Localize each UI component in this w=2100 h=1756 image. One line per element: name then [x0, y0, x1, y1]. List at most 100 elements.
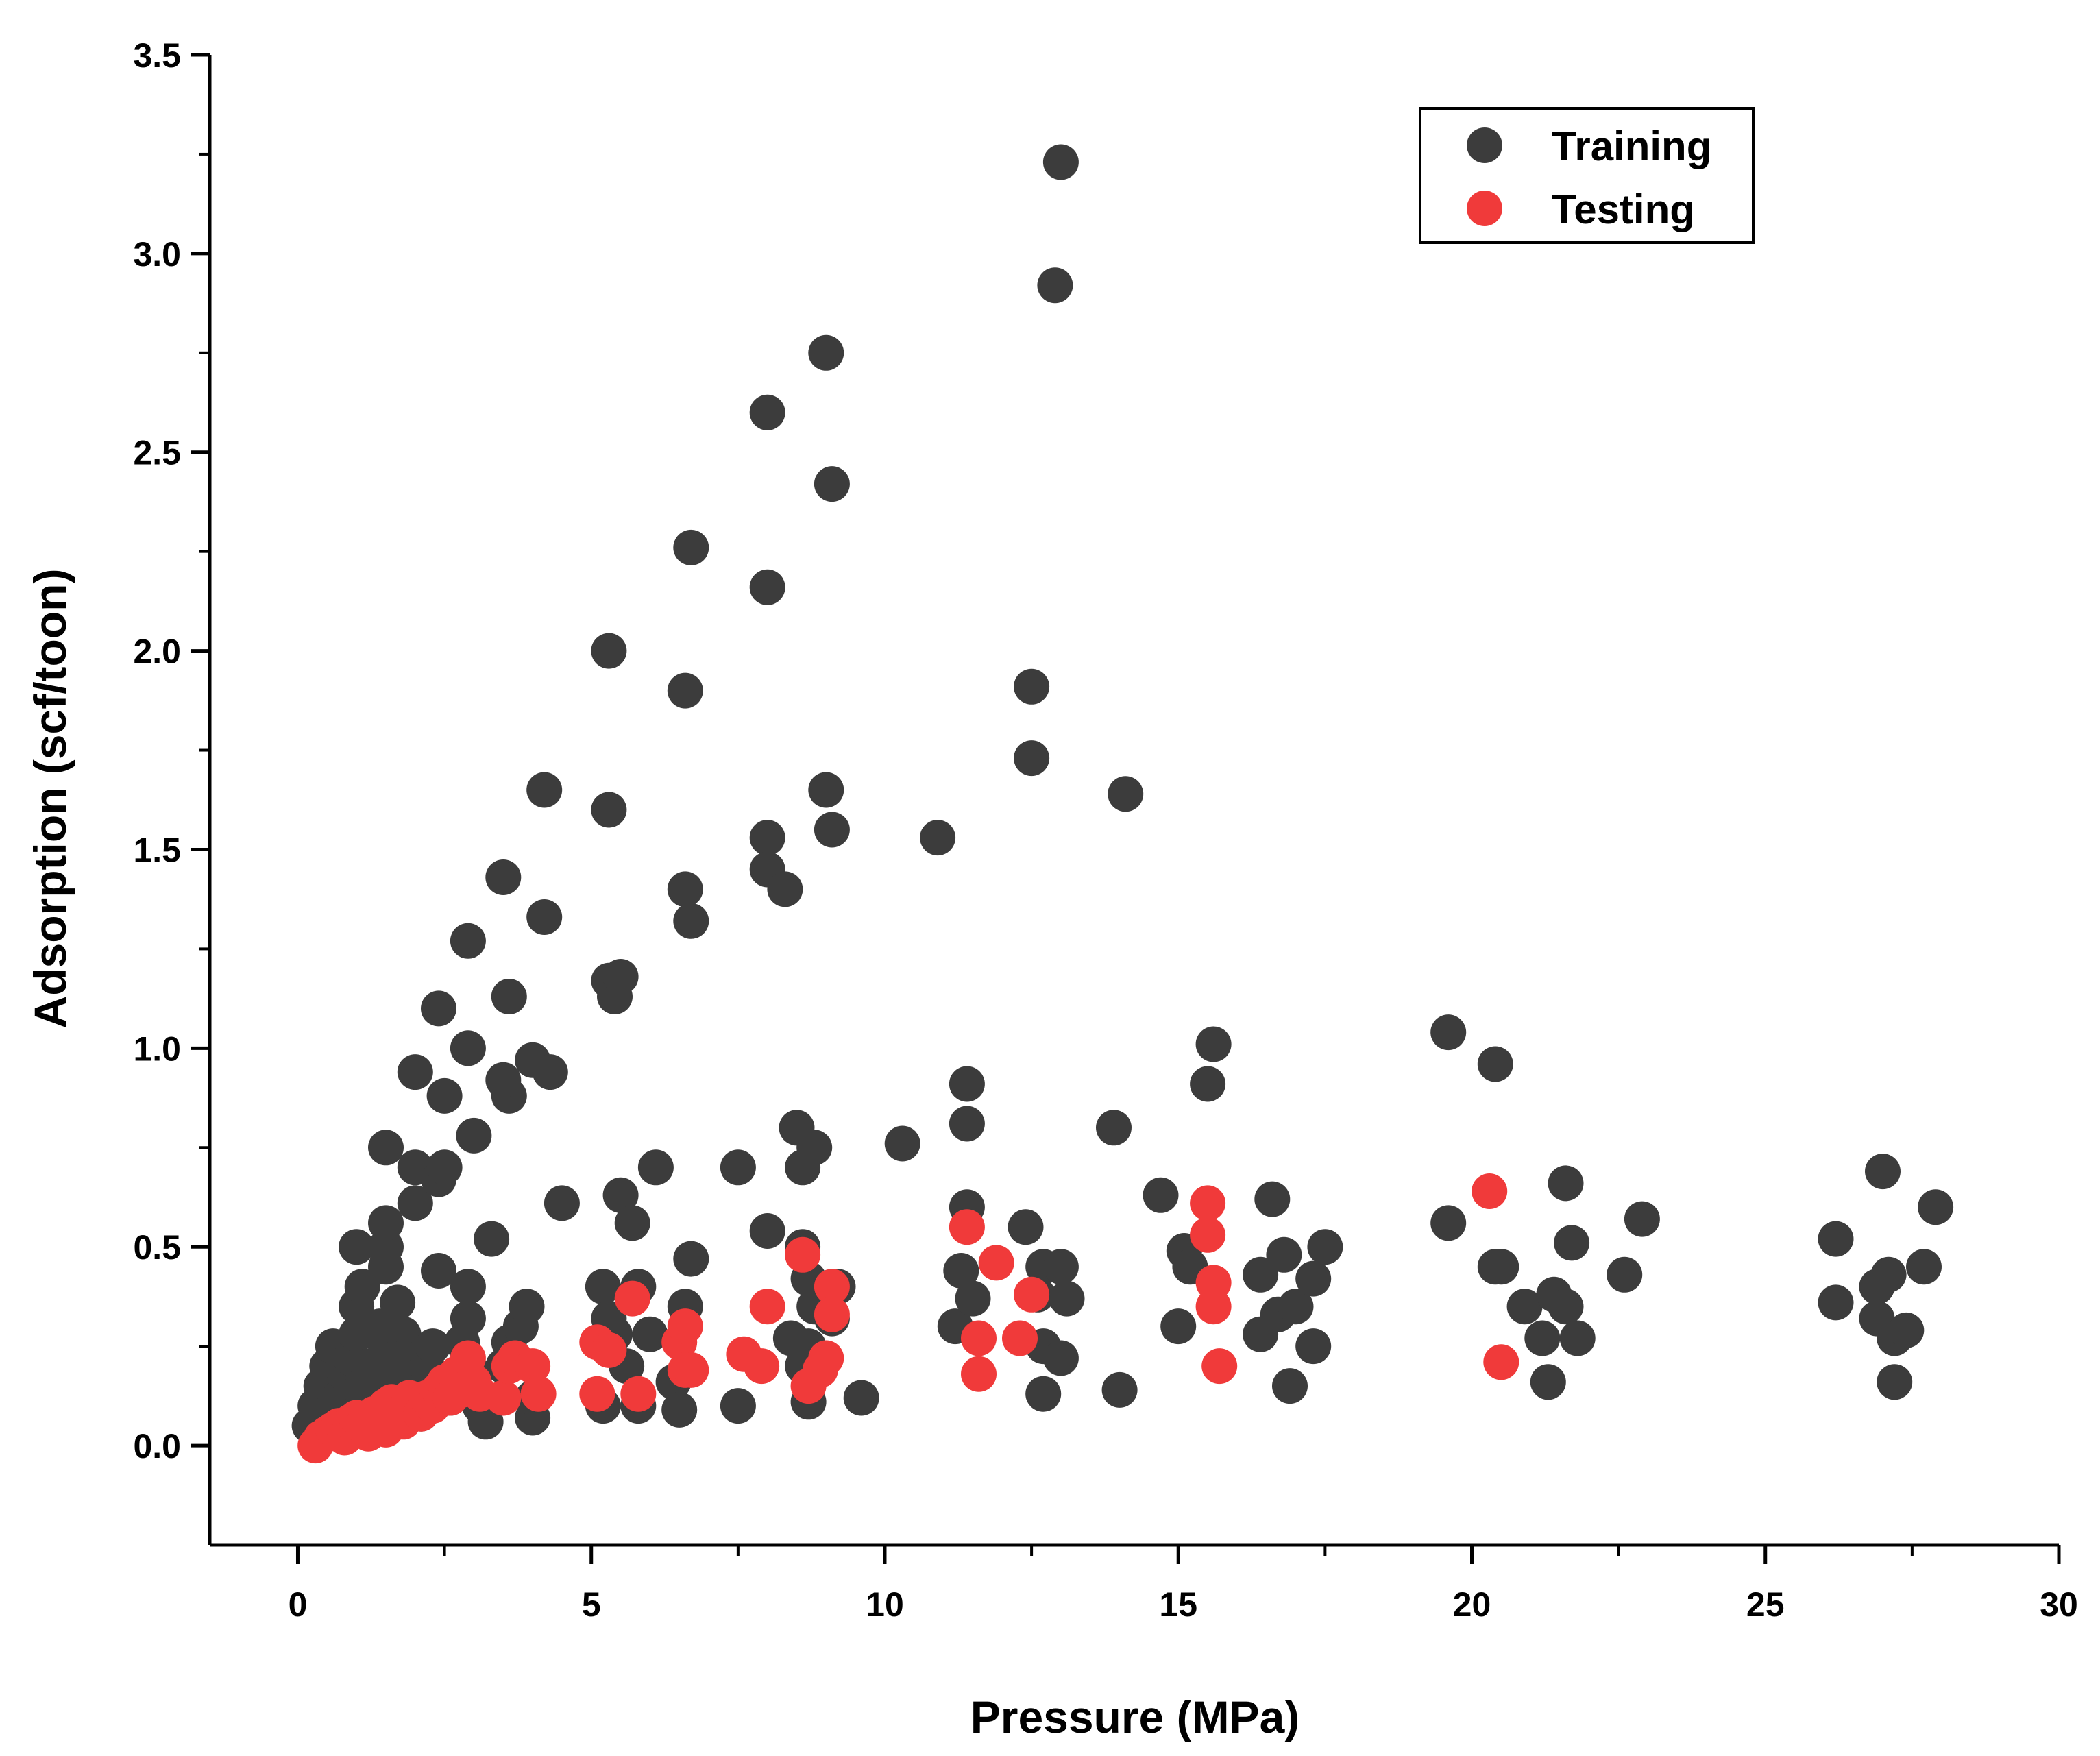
training-point [720, 1388, 756, 1424]
training-point [884, 1125, 920, 1162]
training-point [485, 859, 522, 895]
training-point [1554, 1225, 1590, 1261]
training-point [1307, 1229, 1343, 1265]
training-point [1607, 1256, 1643, 1293]
x-axis: 0 5 10 15 20 25 30 [210, 1543, 2078, 1624]
training-point [1042, 1340, 1079, 1376]
training-point [426, 1077, 463, 1114]
training-point [397, 1054, 433, 1090]
testing-point [1195, 1289, 1232, 1325]
training-point [450, 1269, 486, 1305]
training-point [673, 529, 709, 565]
y-tick-label: 1.5 [133, 831, 181, 869]
training-point [1025, 1376, 1062, 1412]
training-point [1143, 1177, 1179, 1213]
training-point [673, 1241, 709, 1277]
training-point [426, 1149, 463, 1186]
training-point [1049, 1280, 1085, 1317]
training-point [1096, 1110, 1132, 1146]
testing-point [814, 1296, 850, 1332]
training-point [526, 899, 563, 935]
training-point [421, 990, 456, 1027]
training-point [602, 959, 639, 995]
training-point [1818, 1221, 1854, 1257]
y-tick-label: 3.0 [133, 235, 181, 273]
training-point [949, 1106, 985, 1142]
y-tick-label: 0.0 [133, 1427, 181, 1465]
training-point [1870, 1256, 1907, 1293]
training-point [602, 1177, 639, 1213]
y-axis: 0.0 0.5 1.0 1.5 2.0 2.5 3.0 3.5 [133, 36, 212, 1545]
y-tick-label: 1.0 [133, 1029, 181, 1068]
training-point [749, 820, 785, 856]
testing-point [591, 1332, 627, 1368]
training-point [544, 1185, 580, 1221]
training-point [368, 1205, 404, 1241]
training-point [450, 1300, 486, 1337]
training-point [1430, 1014, 1467, 1051]
training-point [667, 672, 703, 709]
training-point [591, 633, 627, 669]
testing-series [297, 1173, 1519, 1464]
training-point [380, 1284, 416, 1321]
training-point [1195, 1026, 1232, 1062]
training-point [526, 772, 563, 808]
training-point [955, 1280, 991, 1317]
testing-point [1483, 1344, 1519, 1380]
testing-point [961, 1320, 997, 1356]
training-point [474, 1221, 510, 1257]
training-point [415, 1328, 451, 1365]
training-point [1524, 1320, 1561, 1356]
training-point [1548, 1165, 1584, 1202]
training-point [339, 1229, 375, 1265]
training-point [1530, 1364, 1566, 1400]
training-point [749, 569, 785, 605]
training-series [291, 144, 1954, 1444]
training-point [1042, 1249, 1079, 1285]
training-point [509, 1289, 545, 1325]
training-point [637, 1149, 674, 1186]
training-point [456, 1117, 492, 1154]
y-tick-label: 3.5 [133, 36, 181, 75]
training-point [1014, 668, 1050, 705]
training-point [796, 1130, 833, 1166]
legend-marker-training [1467, 127, 1502, 163]
y-tick-label: 2.5 [133, 434, 181, 472]
x-tick-label: 5 [582, 1585, 601, 1624]
testing-point [673, 1352, 709, 1388]
training-point [1254, 1181, 1291, 1217]
training-point [1477, 1046, 1513, 1082]
testing-point [620, 1376, 657, 1412]
testing-point [749, 1289, 785, 1325]
training-point [1243, 1256, 1279, 1293]
training-point [1430, 1205, 1467, 1241]
testing-point [520, 1376, 557, 1412]
training-point [667, 871, 703, 907]
testing-point [949, 1209, 985, 1245]
training-point [767, 871, 803, 907]
x-tick-label: 20 [1453, 1585, 1491, 1624]
testing-point [667, 1308, 703, 1345]
training-point [1483, 1249, 1519, 1285]
training-point [843, 1380, 879, 1416]
testing-point [744, 1348, 780, 1385]
testing-point [1190, 1217, 1226, 1253]
legend: Training Testing [1419, 107, 1755, 244]
training-point [1295, 1328, 1332, 1365]
training-point [450, 923, 486, 959]
training-point [814, 812, 850, 848]
training-point [485, 1062, 522, 1098]
x-tick-label: 10 [866, 1585, 904, 1624]
x-tick-label: 30 [2040, 1585, 2078, 1624]
training-point [1042, 144, 1079, 180]
testing-point [1002, 1320, 1038, 1356]
training-point [1008, 1209, 1044, 1245]
training-point [943, 1253, 979, 1289]
training-point [614, 1205, 650, 1241]
training-point [1295, 1260, 1332, 1297]
testing-point [814, 1269, 850, 1305]
legend-marker-testing [1467, 191, 1502, 226]
training-point [344, 1269, 380, 1305]
x-axis-title: Pressure (MPa) [970, 1692, 1300, 1742]
